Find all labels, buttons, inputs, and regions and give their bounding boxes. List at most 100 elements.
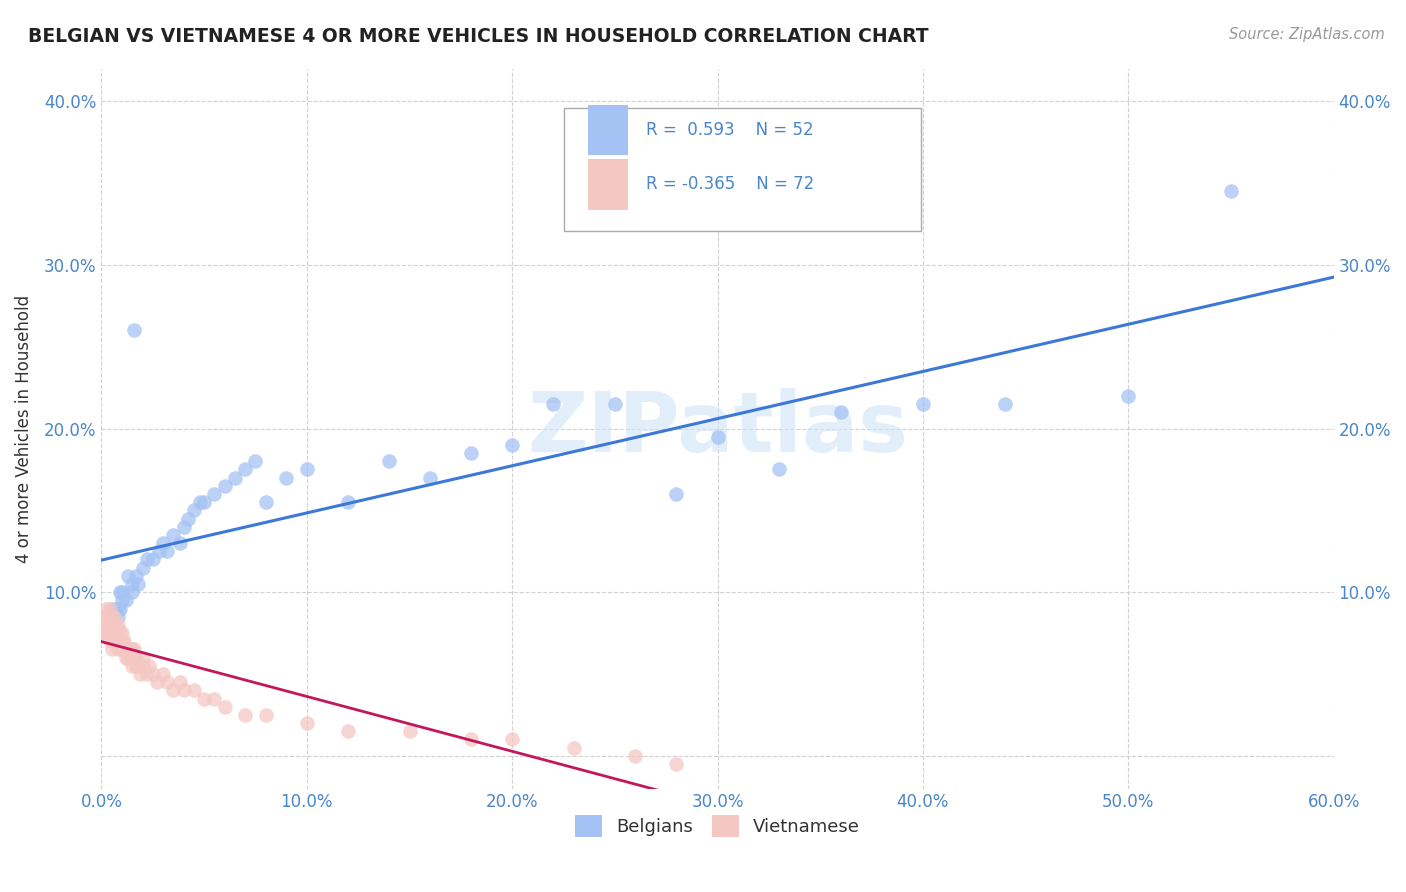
Point [665, 487, 688, 501]
Point [148, 544, 170, 558]
Point [97, 609, 120, 624]
Point [460, 446, 482, 460]
Point [224, 470, 246, 484]
Point [135, 667, 157, 681]
Point [994, 397, 1017, 411]
Point [107, 634, 129, 648]
Text: BELGIAN VS VIETNAMESE 4 OR MORE VEHICLES IN HOUSEHOLD CORRELATION CHART: BELGIAN VS VIETNAMESE 4 OR MORE VEHICLES… [28, 27, 929, 45]
Point [768, 462, 790, 476]
Point [100, 609, 122, 624]
Point [108, 626, 131, 640]
Point [120, 642, 142, 657]
Point [121, 658, 143, 673]
Point [103, 609, 125, 624]
Point [111, 634, 134, 648]
Point [562, 740, 585, 755]
Point [107, 609, 129, 624]
Point [233, 707, 256, 722]
Point [336, 495, 359, 509]
Point [103, 609, 125, 624]
Point [117, 569, 139, 583]
Point [97, 618, 120, 632]
Point [124, 642, 146, 657]
Point [104, 626, 127, 640]
Point [124, 323, 146, 337]
Point [543, 397, 565, 411]
Point [183, 683, 205, 698]
Point [121, 642, 143, 657]
Point [603, 397, 626, 411]
Point [501, 732, 523, 747]
Point [124, 650, 146, 665]
Point [624, 748, 647, 763]
Point [214, 479, 236, 493]
Point [111, 585, 134, 599]
Point [125, 658, 148, 673]
Point [162, 683, 184, 698]
Point [97, 618, 120, 632]
Point [142, 667, 165, 681]
Point [120, 650, 142, 665]
Point [233, 462, 256, 476]
Point [131, 560, 153, 574]
Point [111, 626, 134, 640]
Point [146, 675, 169, 690]
Point [100, 601, 122, 615]
Point [121, 585, 143, 599]
Point [162, 528, 184, 542]
Point [100, 626, 122, 640]
Y-axis label: 4 or more Vehicles in Household: 4 or more Vehicles in Household [15, 294, 32, 563]
Point [193, 691, 215, 706]
Point [107, 601, 129, 615]
FancyBboxPatch shape [588, 105, 627, 155]
Point [100, 618, 122, 632]
Point [214, 699, 236, 714]
Point [188, 495, 211, 509]
Point [131, 650, 153, 665]
Point [104, 634, 127, 648]
Point [121, 577, 143, 591]
FancyBboxPatch shape [564, 108, 921, 230]
Point [138, 658, 160, 673]
Point [156, 544, 179, 558]
Point [173, 519, 195, 533]
Point [245, 454, 267, 468]
Point [706, 430, 728, 444]
Point [98, 609, 121, 624]
Text: R =  0.593    N = 52: R = 0.593 N = 52 [647, 121, 814, 139]
Point [169, 536, 191, 550]
Point [419, 470, 441, 484]
Point [103, 626, 125, 640]
Point [98, 626, 121, 640]
FancyBboxPatch shape [588, 160, 627, 210]
Point [115, 650, 138, 665]
Point [98, 634, 121, 648]
Point [152, 536, 174, 550]
Point [204, 691, 226, 706]
Point [107, 642, 129, 657]
Point [115, 642, 138, 657]
Point [111, 642, 134, 657]
Point [94, 601, 117, 615]
Point [111, 593, 134, 607]
Point [254, 707, 277, 722]
Point [129, 667, 152, 681]
Point [501, 438, 523, 452]
Point [169, 675, 191, 690]
Point [108, 585, 131, 599]
Legend: Belgians, Vietnamese: Belgians, Vietnamese [568, 808, 868, 845]
Text: Source: ZipAtlas.com: Source: ZipAtlas.com [1229, 27, 1385, 42]
Point [125, 650, 148, 665]
Point [127, 577, 149, 591]
Point [100, 642, 122, 657]
Point [103, 618, 125, 632]
Point [1220, 184, 1243, 198]
Point [254, 495, 277, 509]
Point [156, 675, 179, 690]
Point [830, 405, 852, 419]
Point [94, 618, 117, 632]
Point [112, 642, 135, 657]
Point [204, 487, 226, 501]
Point [177, 511, 200, 525]
Point [117, 642, 139, 657]
